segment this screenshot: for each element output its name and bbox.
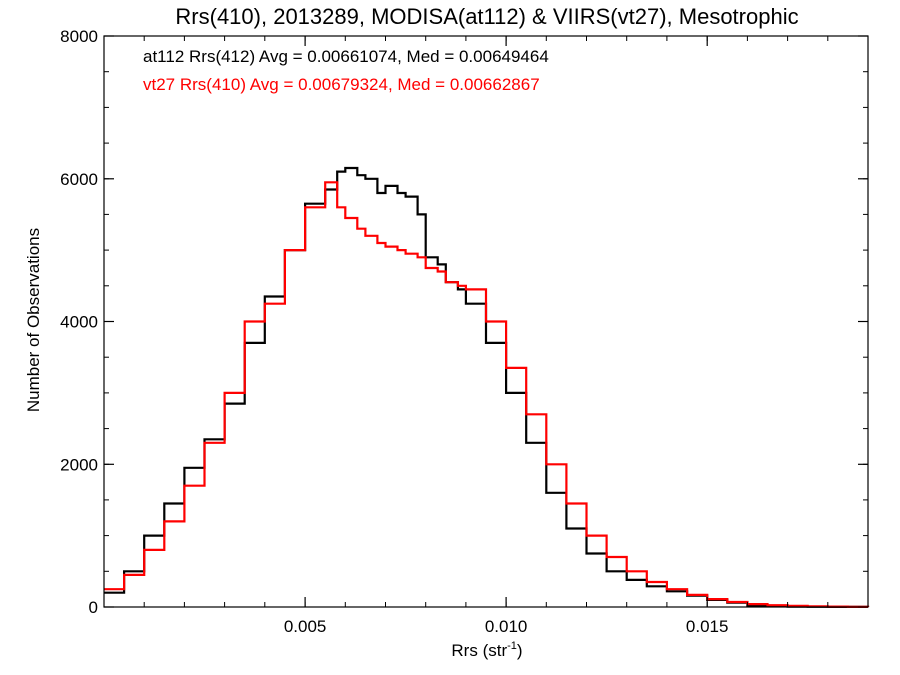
x-axis-label-close: ) xyxy=(517,641,523,660)
y-tick-label: 8000 xyxy=(60,27,98,46)
x-axis-label-superscript: -1 xyxy=(507,640,517,652)
x-tick-label: 0.005 xyxy=(284,617,327,636)
y-tick-label: 4000 xyxy=(60,313,98,332)
y-axis-label: Number of Observations xyxy=(24,228,43,412)
series-line-vt27 xyxy=(104,181,870,608)
x-tick-label: 0.015 xyxy=(686,617,729,636)
y-tick-label: 2000 xyxy=(60,455,98,474)
annotation-line-1: at112 Rrs(412) Avg = 0.00661074, Med = 0… xyxy=(143,47,549,66)
x-axis-label-main: Rrs (str xyxy=(451,641,507,660)
ticks-group: 0.005 0.010 0.015 0 2000 4000 6000 8000 xyxy=(60,27,868,636)
chart-title: Rrs(410), 2013289, MODISA(at112) & VIIRS… xyxy=(175,4,798,29)
plot-series-group xyxy=(104,166,870,608)
annotation-line-2: vt27 Rrs(410) Avg = 0.00679324, Med = 0.… xyxy=(143,75,540,94)
y-tick-label: 0 xyxy=(89,598,98,617)
x-axis-label: Rrs (str-1) xyxy=(451,640,522,660)
annotations-group: at112 Rrs(412) Avg = 0.00661074, Med = 0… xyxy=(143,47,549,94)
y-tick-label: 6000 xyxy=(60,170,98,189)
x-tick-label: 0.010 xyxy=(485,617,528,636)
